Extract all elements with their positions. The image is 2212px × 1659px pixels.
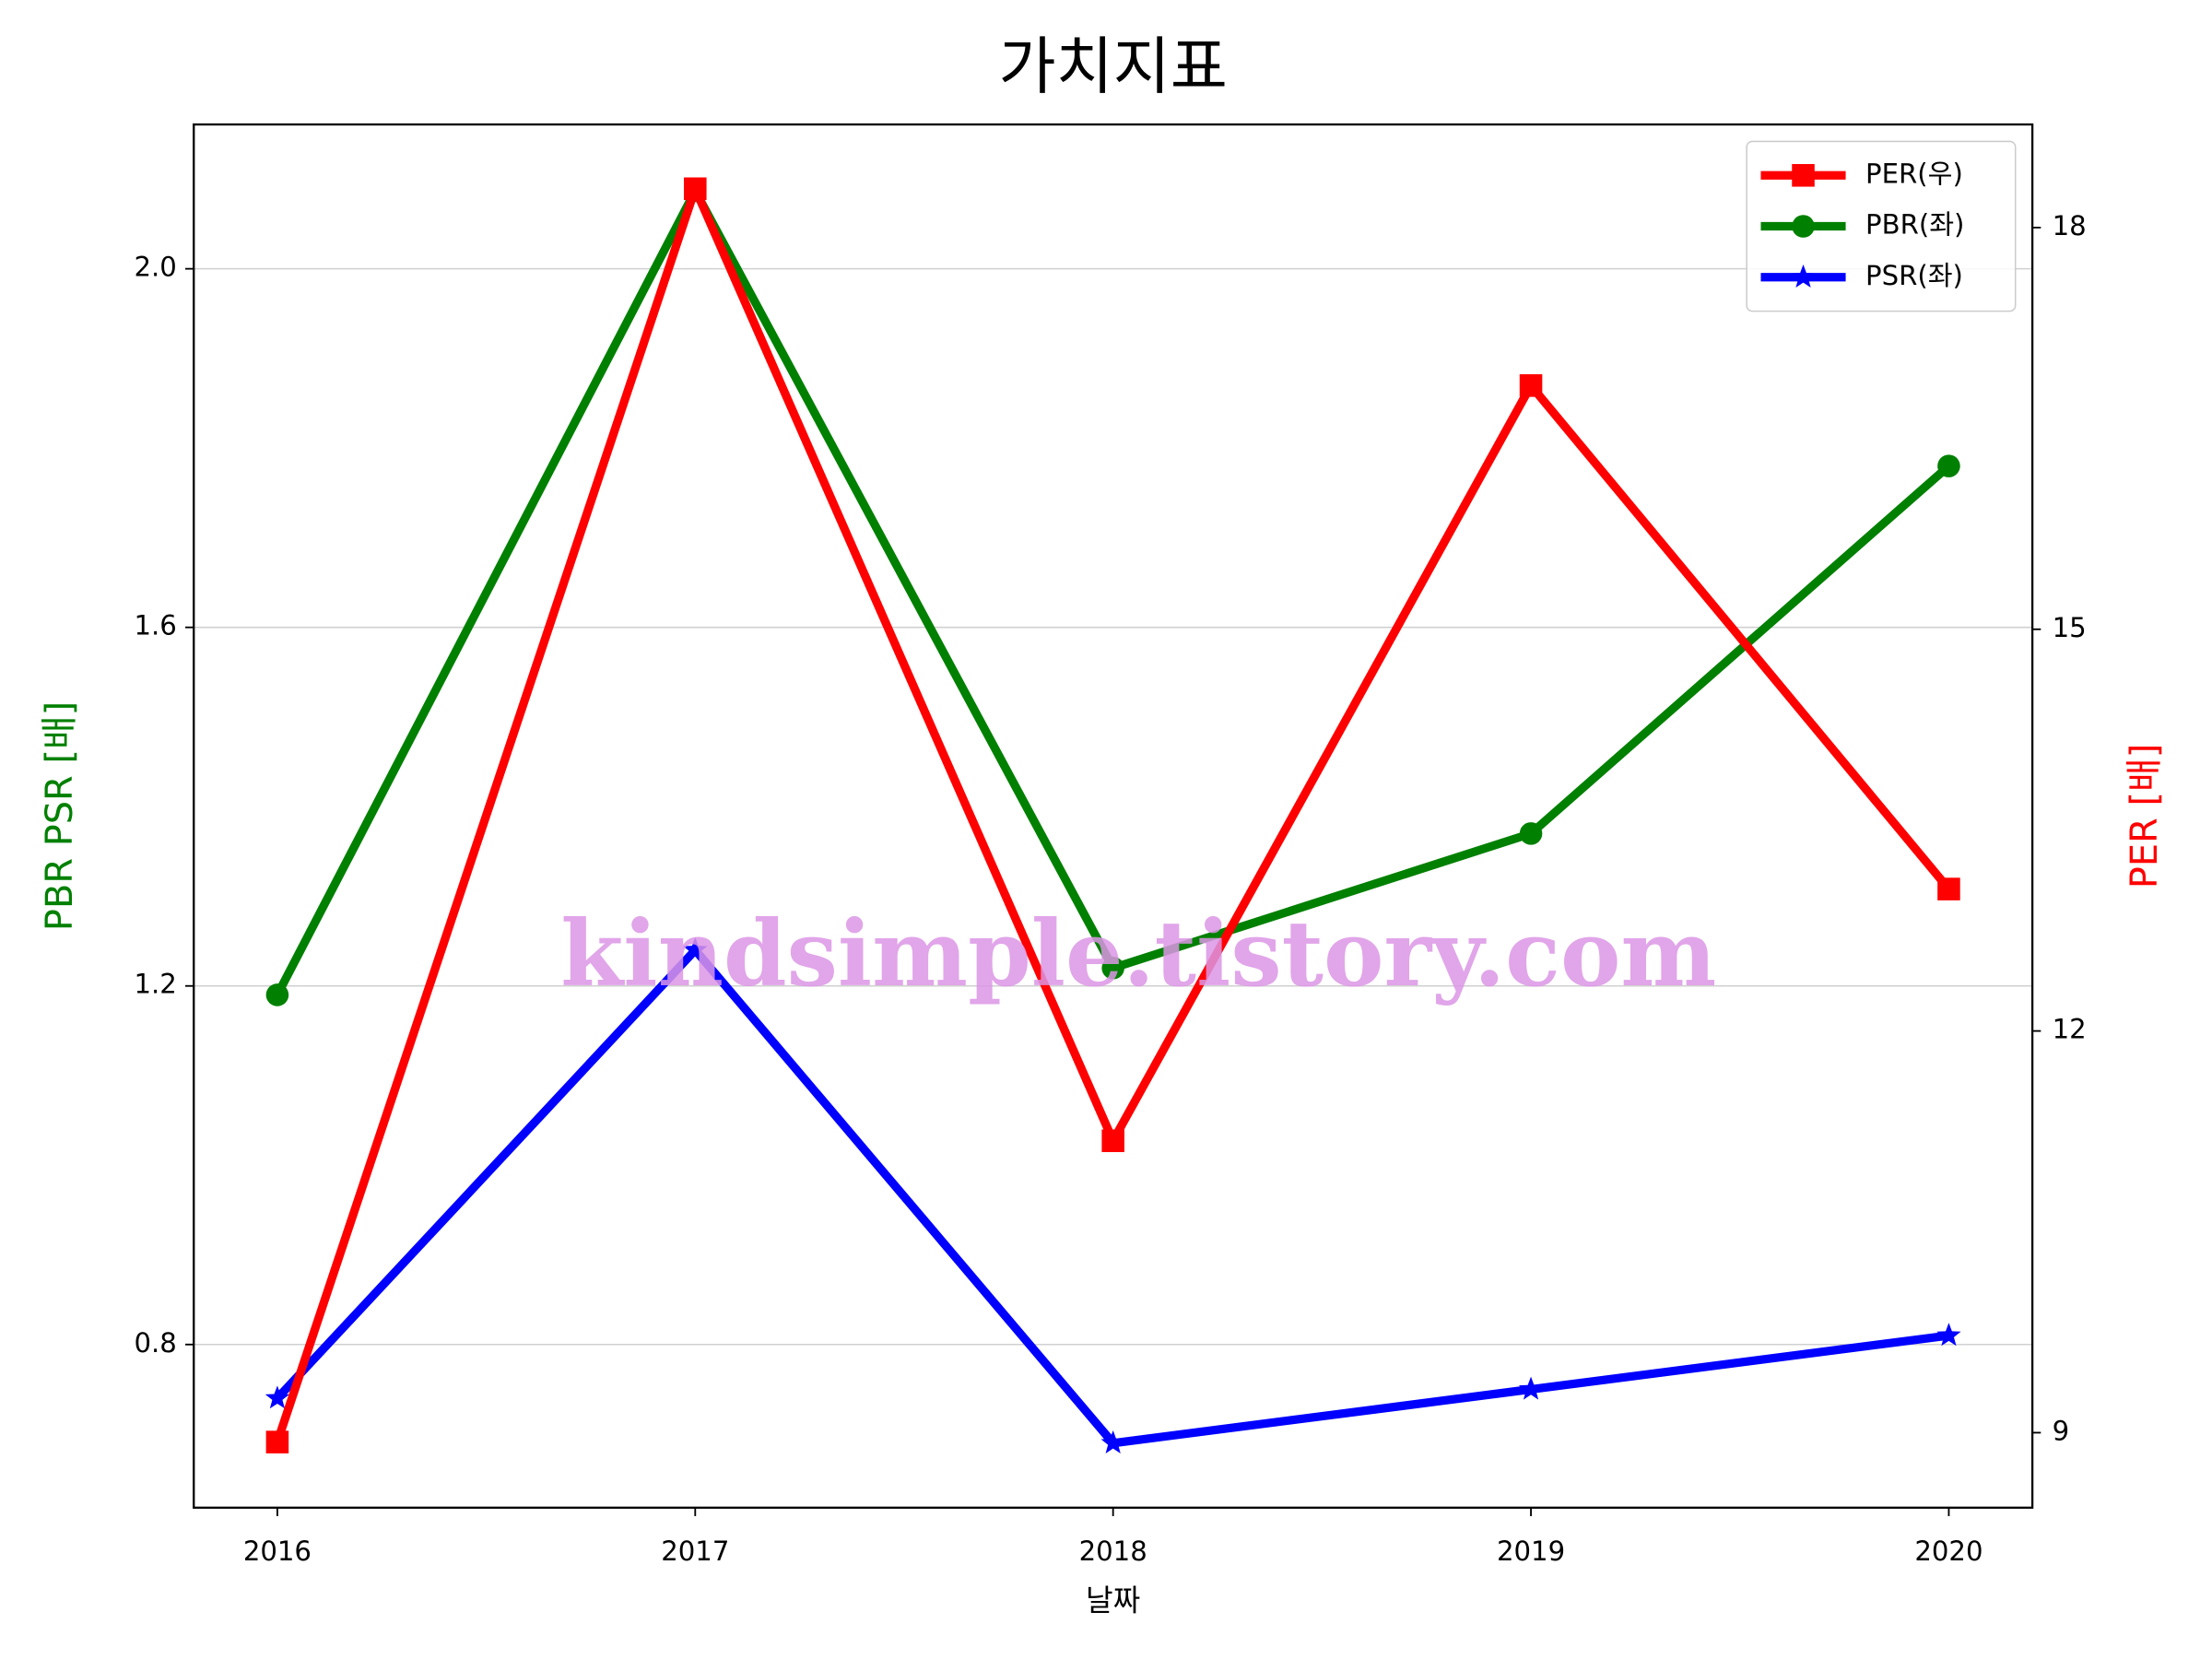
chart-title: 가치지표 [998,29,1227,102]
legend-label: PBR(좌) [1865,209,1964,241]
marker [1518,1376,1544,1400]
marker [265,983,289,1006]
y2-tick-label: 18 [2053,210,2087,241]
plot-frame [193,123,2034,1509]
y2-axis-label: PER [배] [2124,744,2166,888]
marker [1937,454,1960,477]
x-tick-label: 2020 [1914,1535,1983,1567]
y-tick-label: 0.8 [134,1327,176,1359]
x-tick-label: 2019 [1497,1535,1565,1567]
marker [1791,264,1816,288]
marker [1100,1430,1125,1453]
y-tick-label: 2.0 [134,252,176,283]
marker [684,177,707,201]
marker [683,937,708,961]
marker [1101,957,1124,980]
legend-label: PSR(좌) [1865,260,1963,291]
marker [265,1430,289,1453]
x-axis-label: 날짜 [1086,1583,1140,1618]
marker [1936,1323,1961,1347]
marker [265,1385,290,1409]
y2-tick-label: 12 [2053,1014,2087,1045]
x-tick-label: 2018 [1079,1535,1147,1567]
marker [1792,164,1815,187]
legend: PER(우) PBR(좌) PSR(좌) [1746,140,2017,312]
y-tick-label: 1.2 [134,969,176,1000]
y2-tick-label: 15 [2053,612,2087,643]
marker [1519,374,1543,397]
marker [1792,215,1815,238]
y-tick-label: 1.6 [134,610,176,641]
x-tick-label: 2017 [661,1535,729,1567]
watermark: kindsimple.tistory.com [560,901,1716,1007]
x-tick-label: 2016 [243,1535,312,1567]
y2-tick-label: 9 [2053,1415,2070,1446]
marker [1101,1129,1124,1153]
legend-label: PER(우) [1865,158,1963,189]
marker [1519,822,1543,845]
y-axis-label: PBR PSR [배] [39,701,81,931]
marker [1937,877,1960,900]
